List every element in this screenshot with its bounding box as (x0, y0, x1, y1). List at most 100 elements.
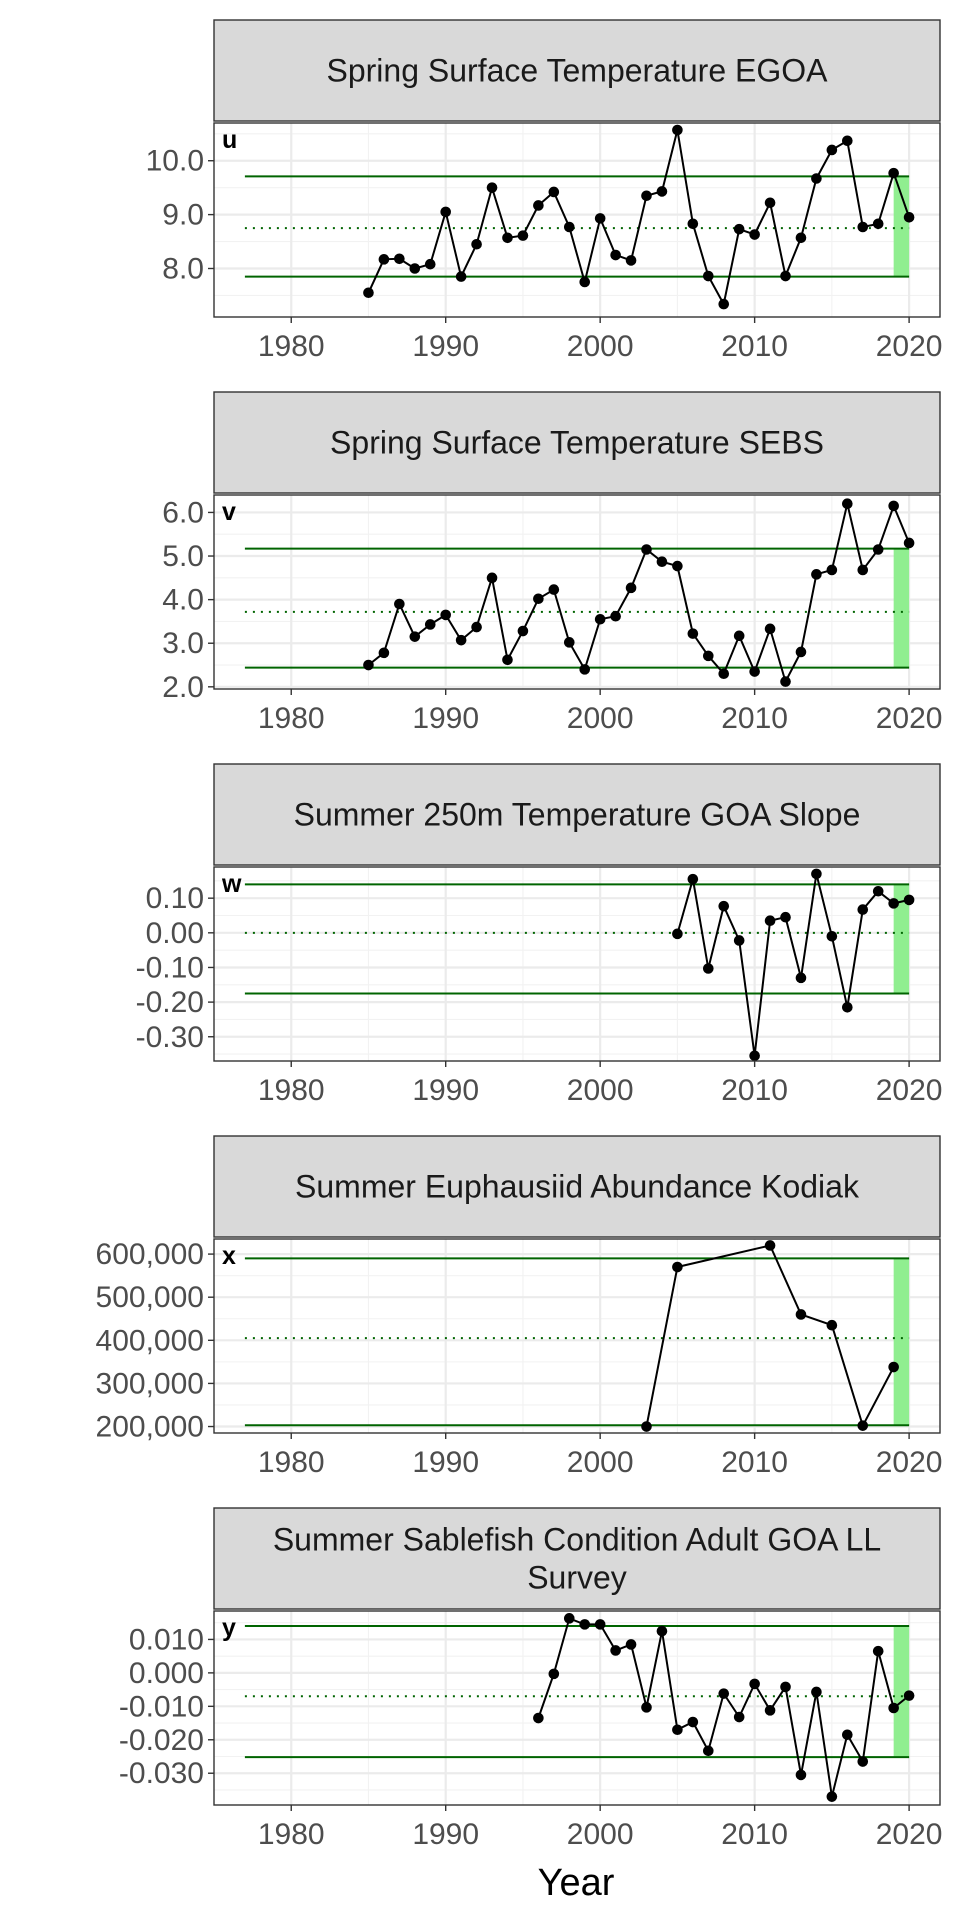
x-tick-label: 2010 (721, 1074, 788, 1107)
y-tick-label: 500,000 (96, 1281, 204, 1314)
y-tick-label: 4.0 (162, 584, 204, 617)
data-point (811, 868, 822, 880)
x-tick-label: 1990 (412, 330, 479, 363)
panel-frame (213, 1238, 941, 1434)
data-point (625, 1639, 637, 1650)
data-point (394, 598, 405, 610)
panel-v: Spring Surface Temperature SEBS v 2.0 3.0 4.… (162, 391, 942, 735)
series-line (676, 873, 910, 1056)
data-point (702, 963, 714, 974)
data-point (687, 1716, 699, 1728)
data-point (486, 572, 498, 584)
x-tick-label: 1990 (412, 1074, 479, 1107)
data-point (795, 1309, 807, 1320)
panel-frame (213, 122, 941, 318)
data-point (502, 232, 513, 244)
data-point (749, 1050, 760, 1062)
x-tick-label: 2000 (567, 1818, 634, 1851)
data-point (610, 249, 621, 261)
data-point (533, 593, 544, 605)
y-tick-label: -0.020 (119, 1724, 204, 1757)
recent-years-highlight (893, 176, 910, 277)
data-point (795, 972, 807, 984)
panel-frame (213, 1610, 941, 1806)
data-point (811, 1686, 822, 1698)
x-tick-label: 2020 (876, 330, 943, 363)
data-point (764, 197, 776, 209)
chart-panels: Spring Surface Temperature EGOA u 8.0 9.0 10… (96, 19, 943, 1851)
data-point (610, 610, 621, 622)
data-point (718, 298, 730, 310)
data-point (672, 124, 683, 136)
y-tick-label: 8.0 (162, 253, 204, 286)
data-point (857, 221, 869, 233)
y-tick-label: 9.0 (162, 199, 204, 232)
data-point (533, 1712, 544, 1724)
data-point (363, 287, 374, 299)
data-point (733, 223, 745, 235)
data-point (363, 659, 374, 671)
series-line (537, 1617, 910, 1797)
data-point (795, 646, 807, 658)
y-tick-label: 5.0 (162, 540, 204, 573)
panel-u: Spring Surface Temperature EGOA u 8.0 9.0 10… (146, 19, 943, 363)
data-point (502, 654, 513, 666)
data-point (826, 1791, 838, 1802)
data-point (517, 625, 529, 637)
data-point (563, 221, 575, 233)
data-point (641, 1702, 652, 1713)
grid (214, 867, 940, 1061)
data-point (903, 212, 915, 223)
data-point (857, 564, 869, 576)
y-tick-label: 10.0 (146, 145, 204, 178)
x-tick-label: 1980 (258, 1818, 325, 1851)
x-tick-label: 2020 (876, 1074, 943, 1107)
data-point (486, 182, 498, 193)
data-point (641, 190, 652, 202)
data-point (888, 167, 899, 179)
data-point (872, 218, 884, 230)
strip-title: Spring Surface Temperature SEBS (330, 425, 824, 461)
panel-tag: w (221, 870, 242, 898)
data-point (533, 200, 544, 211)
data-point (733, 935, 745, 946)
data-point (842, 498, 853, 510)
series-line (367, 503, 911, 685)
y-tick-label: -0.20 (136, 986, 204, 1019)
data-point (842, 1729, 853, 1741)
panel-x: Summer Euphausiid Abundance Kodiak x 200,0… (96, 1135, 943, 1479)
data-point (903, 1690, 915, 1701)
x-tick-label: 2000 (567, 702, 634, 735)
x-tick-label: 1980 (258, 1446, 325, 1479)
strip-title: Summer Euphausiid Abundance Kodiak (295, 1169, 860, 1205)
x-tick-label: 2010 (721, 330, 788, 363)
data-point (548, 1668, 560, 1680)
series-line (367, 129, 911, 307)
data-point (702, 650, 714, 662)
data-point (409, 631, 421, 642)
y-tick-label: 0.10 (146, 882, 204, 915)
data-point (764, 1705, 776, 1716)
y-tick-label: 6.0 (162, 496, 204, 529)
data-point (579, 664, 591, 675)
x-tick-label: 1990 (412, 702, 479, 735)
grid (214, 1239, 940, 1433)
x-tick-label: 1980 (258, 702, 325, 735)
x-tick-label: 2020 (876, 1446, 943, 1479)
data-point (780, 1681, 791, 1693)
data-point (424, 258, 436, 270)
y-tick-label: 300,000 (96, 1367, 204, 1400)
data-point (764, 1240, 776, 1251)
data-point (394, 253, 405, 265)
data-point (718, 900, 730, 912)
data-point (857, 1756, 869, 1767)
data-point (749, 229, 760, 240)
data-point (811, 569, 822, 580)
data-point (872, 544, 884, 555)
data-point (702, 270, 714, 282)
data-point (857, 1420, 869, 1431)
data-point (749, 666, 760, 677)
data-point (656, 1625, 668, 1637)
data-point (795, 1769, 807, 1781)
